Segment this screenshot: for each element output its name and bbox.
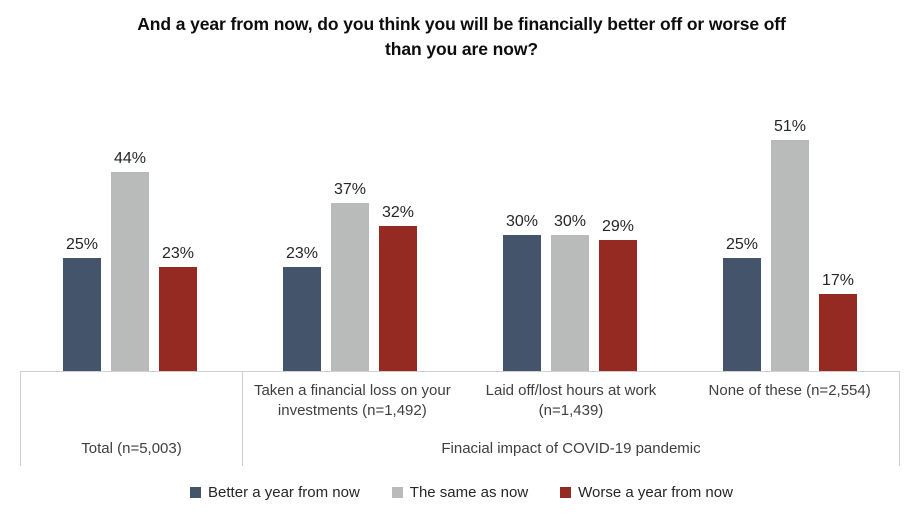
axis-cell-total: Total (n=5,003): [20, 372, 243, 466]
bar-group: 25% 51% 17%: [680, 80, 900, 371]
bar-value-label: 44%: [113, 150, 147, 167]
legend-label-same: The same as now: [409, 484, 529, 501]
bar: [723, 258, 761, 371]
bar-group: 25% 44% 23%: [20, 80, 240, 371]
bar-column: 17%: [819, 272, 857, 371]
bar-value-label: 32%: [381, 204, 415, 221]
bar-value-label: 30%: [505, 213, 539, 230]
bar-column: 25%: [723, 236, 761, 371]
axis-label-total: Total (n=5,003): [81, 440, 182, 457]
bar: [771, 140, 809, 371]
bar-value-label: 25%: [65, 236, 99, 253]
bar: [551, 235, 589, 371]
chart-title: And a year from now, do you think you wi…: [137, 14, 786, 60]
bar-column: 29%: [599, 218, 637, 371]
legend-item-worse: Worse a year from now: [560, 484, 733, 501]
bar-column: 44%: [111, 150, 149, 371]
bar-column: 32%: [379, 204, 417, 371]
bar: [283, 267, 321, 371]
bar-column: 25%: [63, 236, 101, 371]
legend-item-same: The same as now: [391, 484, 529, 501]
bar: [379, 226, 417, 371]
bar: [63, 258, 101, 371]
bar: [599, 240, 637, 371]
bar-plot-area: 25% 44% 23% 23% 37% 32% 30% 30% 29% 25% 51% 17%: [20, 80, 900, 371]
bar-column: 37%: [331, 181, 369, 371]
legend-label-worse: Worse a year from now: [578, 484, 733, 501]
axis-label-covid-group: Finacial impact of COVID-19 pandemic: [441, 440, 701, 457]
chart-legend: Better a year from now The same as now W…: [0, 484, 923, 501]
bar-value-label: 23%: [161, 245, 195, 262]
bar-group: 23% 37% 32%: [240, 80, 460, 371]
bar-column: 51%: [771, 118, 809, 371]
bar-value-label: 17%: [821, 272, 855, 289]
bar-value-label: 29%: [601, 218, 635, 235]
legend-swatch-better-icon: [190, 487, 202, 498]
bar-column: 30%: [551, 213, 589, 371]
bar-column: 23%: [159, 245, 197, 371]
axis-subcategory-row: Taken a financial loss on your investmen…: [243, 372, 899, 421]
bar-value-label: 37%: [333, 181, 367, 198]
axis-cell-covid: Taken a financial loss on your investmen…: [243, 372, 900, 466]
bar-group: 30% 30% 29%: [460, 80, 680, 371]
bar-value-label: 23%: [285, 245, 319, 262]
bar: [111, 172, 149, 371]
legend-swatch-worse-icon: [560, 487, 572, 498]
legend-label-better: Better a year from now: [208, 484, 360, 501]
legend-item-better: Better a year from now: [190, 484, 360, 501]
legend-swatch-same-icon: [391, 487, 403, 498]
bar: [819, 294, 857, 371]
bar: [503, 235, 541, 371]
bar-column: 30%: [503, 213, 541, 371]
bar-column: 23%: [283, 245, 321, 371]
axis-label-none: None of these (n=2,554): [708, 382, 871, 399]
bar-value-label: 30%: [553, 213, 587, 230]
bar: [159, 267, 197, 371]
bar: [331, 203, 369, 371]
bar-value-label: 25%: [725, 236, 759, 253]
bar-value-label: 51%: [773, 118, 807, 135]
axis-label-investments: Taken a financial loss on your investmen…: [253, 382, 451, 419]
category-axis-table: Total (n=5,003) Taken a financial loss o…: [20, 371, 900, 466]
axis-label-laid-off: Laid off/lost hours at work (n=1,439): [485, 382, 657, 419]
